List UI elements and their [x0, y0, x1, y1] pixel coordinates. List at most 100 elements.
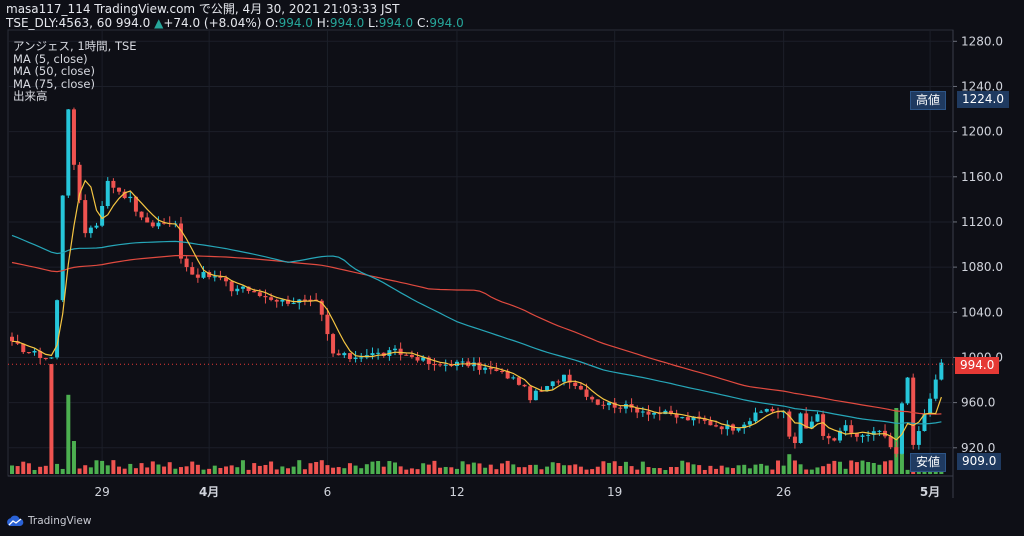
volume-bar	[522, 467, 527, 474]
volume-bar	[809, 469, 814, 474]
candle-body	[393, 348, 398, 351]
legend-ma5[interactable]: MA (5, close)	[13, 51, 88, 66]
candle-body	[505, 371, 510, 379]
c-label: C:	[416, 16, 430, 30]
volume-bar	[545, 466, 550, 474]
volume-bar	[719, 465, 724, 474]
y-tick-label: 920.0	[961, 441, 995, 455]
volume-bar	[550, 462, 555, 474]
volume-bar	[139, 463, 144, 474]
candle-body	[623, 404, 628, 409]
volume-bar	[556, 463, 561, 474]
volume-bar	[860, 460, 865, 474]
candle-body	[325, 314, 330, 335]
candle-body	[133, 196, 138, 212]
x-tick-label: 4月	[199, 485, 219, 499]
candle-body	[702, 418, 707, 421]
h-label: H:	[316, 16, 330, 30]
y-tick-label: 1040.0	[961, 305, 1003, 319]
candle-body	[207, 272, 212, 278]
candle-body	[376, 352, 381, 354]
candle-body	[190, 267, 195, 275]
candle-body	[477, 362, 482, 370]
candle-body	[32, 350, 37, 353]
volume-bar	[787, 454, 792, 474]
candle-body	[26, 352, 31, 354]
volume-bar	[776, 460, 781, 474]
volume-bar	[477, 463, 482, 474]
candle-body	[370, 353, 375, 356]
candle-body	[15, 341, 20, 344]
candle-body	[837, 430, 842, 441]
volume-bar	[449, 467, 454, 474]
volume-bar	[77, 468, 82, 474]
volume-bar	[578, 466, 583, 474]
candle-body	[595, 399, 600, 405]
x-tick-label: 29	[94, 485, 109, 499]
volume-bar	[387, 461, 392, 474]
volume-bar	[781, 465, 786, 474]
volume-bar	[111, 460, 116, 474]
volume-bar	[274, 469, 279, 474]
candle-body	[257, 292, 262, 297]
volume-bar	[201, 469, 206, 474]
volume-bar	[488, 464, 493, 474]
volume-bar	[235, 467, 240, 474]
legend-ma50[interactable]: MA (50, close)	[13, 64, 95, 79]
volume-bar	[702, 469, 707, 474]
legend-ma75[interactable]: MA (75, close)	[13, 76, 95, 91]
volume-bar	[353, 465, 358, 474]
volume-bar	[618, 466, 623, 474]
candle-body	[736, 428, 741, 431]
volume-bar	[804, 469, 809, 474]
candle-body	[573, 382, 578, 386]
candle-body	[94, 225, 99, 228]
candle-body	[522, 384, 527, 387]
candle-body	[252, 291, 257, 293]
tradingview-logo[interactable]: TradingView	[6, 515, 91, 527]
volume-bar	[195, 464, 200, 474]
candle-body	[866, 434, 871, 436]
candle-body	[139, 211, 144, 218]
volume-bar	[280, 466, 285, 474]
volume-bar	[505, 460, 510, 474]
volume-bar	[66, 394, 71, 474]
volume-bar	[308, 463, 313, 474]
volume-bar	[837, 461, 842, 474]
volume-bar	[55, 463, 60, 474]
volume-bar	[173, 468, 178, 474]
candle-body	[66, 109, 71, 196]
legend-volume[interactable]: 出来高	[13, 89, 48, 104]
volume-bar	[415, 469, 420, 474]
symbol: TSE_DLY:4563, 60	[6, 16, 113, 30]
candle-body	[612, 402, 617, 408]
candle-body	[60, 195, 65, 301]
high-value-tag: 1224.0	[957, 91, 1009, 108]
candle-body	[285, 299, 290, 304]
candle-body	[21, 343, 26, 353]
candle-body	[798, 413, 803, 443]
candle-body	[274, 299, 279, 302]
volume-bar	[561, 465, 566, 474]
volume-bar	[105, 465, 110, 474]
legend-title[interactable]: アンジェス, 1時間, TSE	[13, 39, 137, 53]
plot-area	[7, 29, 954, 477]
candle-body	[714, 425, 719, 427]
l-value: 994.0	[378, 16, 414, 30]
candle-body	[781, 411, 786, 413]
candle-body	[494, 369, 499, 371]
volume-bar	[291, 466, 296, 474]
volume-bar	[730, 468, 735, 474]
y-tick-label: 960.0	[961, 396, 995, 410]
candle-body	[438, 364, 443, 366]
volume-bar	[71, 441, 76, 474]
volume-bar	[674, 467, 679, 474]
volume-bar	[511, 464, 516, 474]
candle-body	[421, 357, 426, 361]
candle-body	[899, 403, 904, 454]
volume-bar	[122, 468, 127, 474]
candle-body	[342, 353, 347, 356]
candle-body	[319, 300, 324, 315]
volume-bar	[364, 464, 369, 474]
